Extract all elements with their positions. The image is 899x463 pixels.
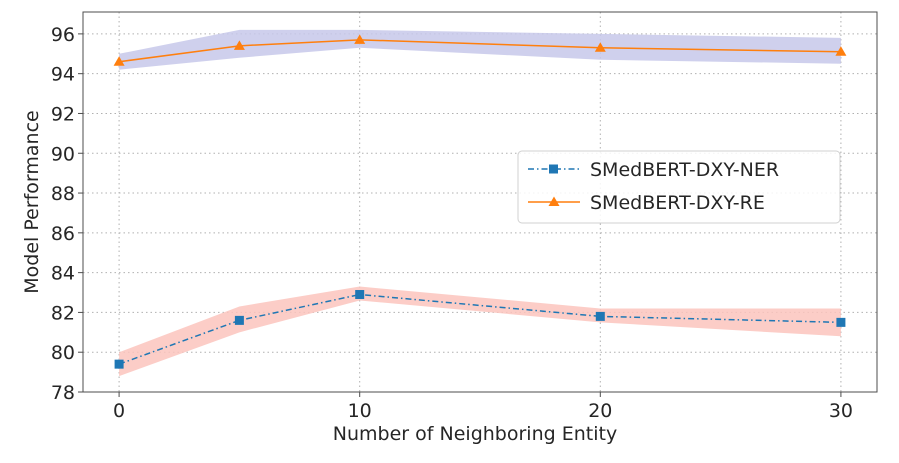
y-tick-label-84: 84: [51, 263, 75, 285]
y-tick-label-82: 82: [51, 302, 75, 324]
x-tick-label-30: 30: [829, 400, 853, 422]
y-tick-label-78: 78: [51, 382, 75, 404]
series-markers: [113, 34, 847, 369]
legend-re-label: SMedBERT-DXY-RE: [590, 192, 765, 214]
point-ner-30: [836, 317, 846, 327]
y-tick-label-94: 94: [51, 64, 75, 86]
legend-ner-label: SMedBERT-DXY-NER: [590, 159, 779, 181]
band-re: [119, 29, 841, 70]
point-ner-10: [355, 290, 365, 300]
x-axis-label: Number of Neighboring Entity: [333, 423, 617, 445]
legend-frame: [517, 150, 841, 224]
legend-re-marker: [548, 196, 560, 206]
legend-ner-marker: [549, 164, 558, 174]
y-tick-label-96: 96: [51, 24, 75, 46]
series-line-ner: [118, 293, 841, 365]
x-tick-label-20: 20: [588, 400, 612, 422]
x-tick-label-0: 0: [113, 400, 125, 422]
x-tick-label-10: 10: [348, 400, 372, 422]
point-ner-5: [234, 315, 244, 325]
y-tick-label-86: 86: [51, 223, 75, 245]
point-re-5: [233, 40, 245, 50]
band-ner: [119, 286, 841, 377]
y-tick-label-80: 80: [51, 342, 75, 364]
point-re-10: [354, 34, 366, 44]
plot-frame: [82, 11, 878, 393]
point-re-30: [835, 46, 847, 56]
point-ner-0: [114, 359, 124, 369]
confidence-bands: [119, 29, 841, 377]
y-tick-label-88: 88: [51, 183, 75, 205]
point-ner-20: [595, 311, 605, 321]
point-re-20: [594, 42, 606, 52]
y-tick-label-90: 90: [51, 143, 75, 165]
y-axis-label: Model Performance: [21, 110, 43, 294]
point-re-0: [113, 56, 125, 66]
axis-ticks: 78 80 82 84 86 88 90 92 94 96 0 10 20 30: [51, 24, 853, 422]
y-tick-label-92: 92: [51, 103, 75, 125]
legend: SMedBERT-DXY-NER SMedBERT-DXY-RE: [517, 150, 841, 224]
